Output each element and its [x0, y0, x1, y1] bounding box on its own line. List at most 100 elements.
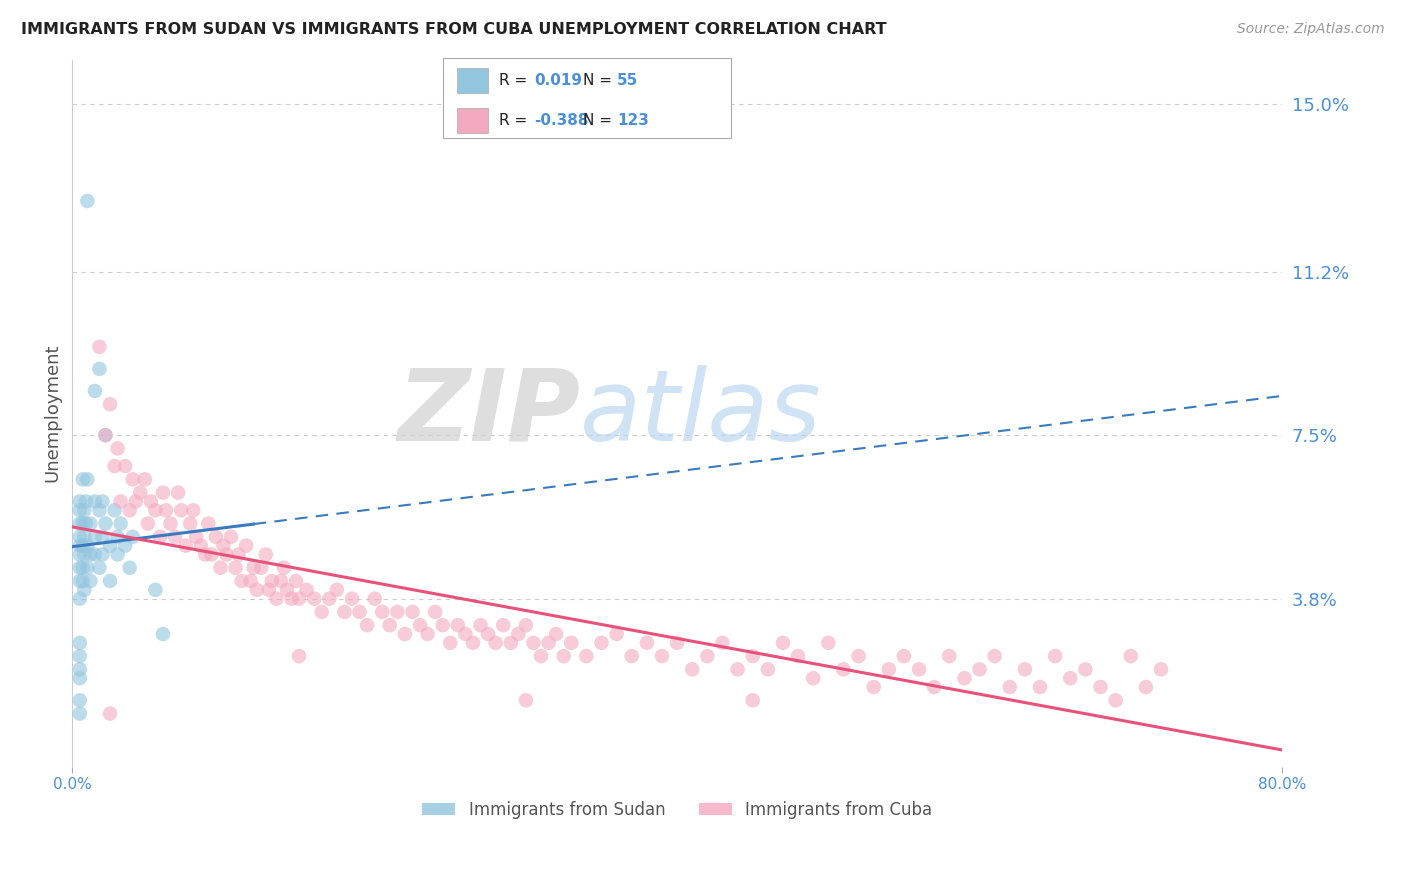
Point — [73, 582, 96, 597]
Point — [356, 618, 378, 632]
Point — [145, 503, 167, 517]
Point — [416, 627, 439, 641]
Point — [72, 539, 94, 553]
Point — [69, 662, 91, 676]
Point — [636, 636, 658, 650]
Point — [84, 548, 107, 562]
Point — [84, 384, 107, 398]
Point — [107, 548, 129, 562]
Point — [908, 662, 931, 676]
Point — [228, 548, 250, 562]
Point — [212, 539, 235, 553]
Point — [235, 539, 257, 553]
Point — [129, 485, 152, 500]
Point — [409, 618, 432, 632]
Point — [79, 574, 101, 588]
Text: atlas: atlas — [581, 365, 823, 461]
Point — [239, 574, 262, 588]
Point — [1104, 693, 1126, 707]
Point — [89, 362, 111, 376]
Point — [681, 662, 703, 676]
Point — [772, 636, 794, 650]
Point — [69, 671, 91, 685]
Point — [72, 574, 94, 588]
Point — [69, 591, 91, 606]
Point — [246, 582, 269, 597]
Text: 0.019: 0.019 — [534, 73, 582, 87]
Point — [69, 503, 91, 517]
Point — [79, 516, 101, 531]
Text: ZIP: ZIP — [398, 365, 581, 461]
Point — [515, 693, 537, 707]
Point — [254, 548, 277, 562]
Point — [242, 560, 264, 574]
Point — [522, 636, 544, 650]
Point — [200, 548, 222, 562]
Point — [537, 636, 560, 650]
Point — [862, 680, 884, 694]
Point — [145, 582, 167, 597]
Point — [91, 548, 114, 562]
Point — [181, 503, 204, 517]
Point — [72, 472, 94, 486]
Text: 55: 55 — [617, 73, 638, 87]
Point — [134, 472, 156, 486]
Point — [225, 560, 247, 574]
Point — [69, 530, 91, 544]
Point — [311, 605, 333, 619]
Point — [711, 636, 734, 650]
Point — [288, 591, 311, 606]
Point — [186, 530, 208, 544]
Point — [98, 706, 121, 721]
Point — [285, 574, 308, 588]
Point — [107, 530, 129, 544]
Point — [250, 560, 273, 574]
Point — [620, 649, 643, 664]
Point — [72, 560, 94, 574]
Point — [159, 516, 181, 531]
Point — [260, 574, 283, 588]
Point — [1074, 662, 1097, 676]
Point — [696, 649, 718, 664]
Point — [73, 548, 96, 562]
Point — [73, 530, 96, 544]
Point — [69, 516, 91, 531]
Point — [69, 636, 91, 650]
Text: IMMIGRANTS FROM SUDAN VS IMMIGRANTS FROM CUBA UNEMPLOYMENT CORRELATION CHART: IMMIGRANTS FROM SUDAN VS IMMIGRANTS FROM… — [21, 22, 887, 37]
Point — [273, 560, 295, 574]
Point — [69, 494, 91, 508]
Point — [492, 618, 515, 632]
Point — [922, 680, 945, 694]
Point — [848, 649, 870, 664]
Point — [1043, 649, 1066, 664]
Text: 123: 123 — [617, 113, 650, 128]
Point — [1029, 680, 1052, 694]
Text: R =: R = — [499, 113, 533, 128]
Point — [953, 671, 976, 685]
Point — [371, 605, 394, 619]
Point — [1150, 662, 1173, 676]
Point — [174, 539, 197, 553]
Point — [94, 428, 117, 442]
Point — [530, 649, 553, 664]
Point — [84, 530, 107, 544]
Point — [209, 560, 232, 574]
Point — [553, 649, 575, 664]
Point — [76, 560, 98, 574]
Point — [1014, 662, 1036, 676]
Point — [121, 530, 143, 544]
Point — [69, 706, 91, 721]
Point — [98, 574, 121, 588]
Point — [205, 530, 228, 544]
Point — [394, 627, 416, 641]
Point — [72, 516, 94, 531]
Point — [94, 516, 117, 531]
Point — [167, 485, 190, 500]
Point — [938, 649, 960, 664]
Point — [423, 605, 446, 619]
Point — [877, 662, 900, 676]
Point — [591, 636, 613, 650]
Point — [651, 649, 673, 664]
Point — [741, 649, 763, 664]
Point — [461, 636, 484, 650]
